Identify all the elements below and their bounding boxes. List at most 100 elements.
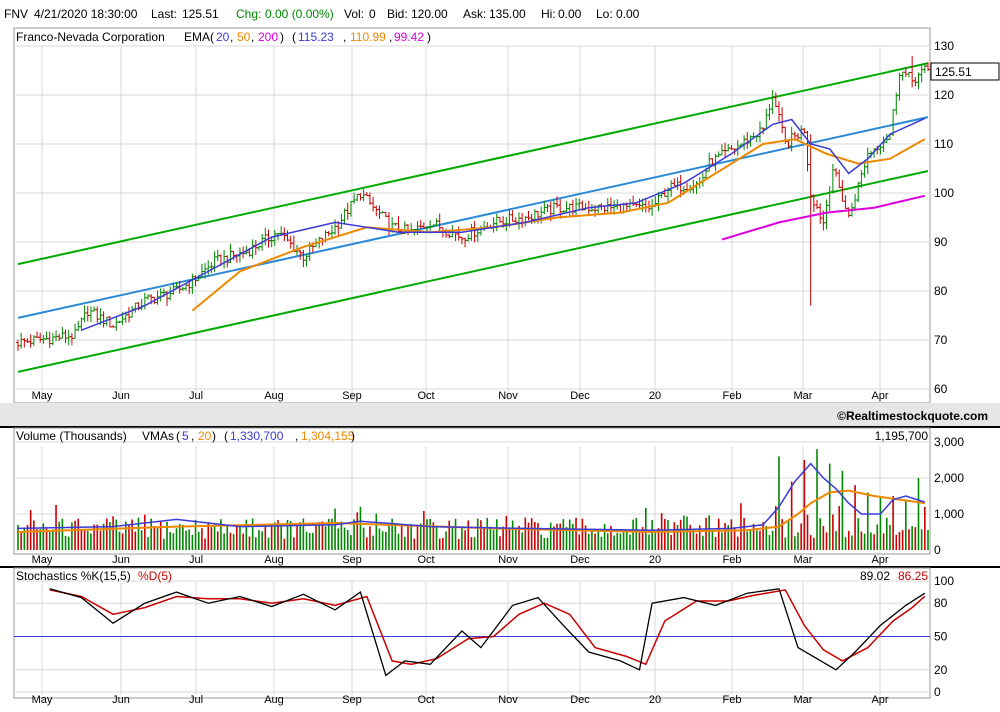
stoch-x-tick-label: May: [32, 694, 53, 706]
vma-values-close-paren: ): [351, 429, 355, 443]
volume-y-tick-label: 1,000: [934, 507, 964, 521]
stochastics-layer: [14, 588, 930, 677]
volume-current: 1,195,700: [875, 429, 929, 443]
vma-values-open-paren: (: [224, 429, 228, 443]
price-y-tick-label: 70: [934, 333, 948, 347]
ema20-line: [81, 117, 926, 331]
quote-header: FNV 4/21/2020 18:30:00 Last: 125.51 Chg:…: [4, 7, 640, 21]
ema-comma-1: ,: [230, 30, 233, 44]
stoch-x-tick-label: Dec: [570, 694, 590, 706]
ema-values-comma-1: ,: [343, 30, 346, 44]
vma5-value: 1,330,700: [230, 429, 284, 443]
stoch-d-value: 86.25: [898, 569, 928, 583]
ema20-value: 115.23: [298, 30, 334, 44]
volume-y-tick-label: 2,000: [934, 471, 964, 485]
last-price-badge: 125.51: [930, 62, 1000, 81]
stoch-legend: Stochastics %K(15,5) %D(5) 89.02 86.25: [16, 569, 928, 583]
volume-legend: Volume (Thousands) VMAs ( 5 , 20 ) ( 1,3…: [16, 429, 928, 443]
price-x-tick-label: Dec: [570, 390, 590, 402]
vma-open-paren: (: [176, 429, 180, 443]
volume-x-tick-label: Apr: [871, 554, 888, 566]
stoch-y-tick-label: 20: [934, 663, 948, 677]
ema20-period: 20: [216, 30, 230, 44]
vma-comma: ,: [191, 429, 194, 443]
stoch-y-tick-label: 0: [934, 685, 941, 699]
price-title: Franco-Nevada Corporation: [16, 30, 165, 44]
vma5-line: [17, 462, 926, 531]
vma20-line: [17, 489, 925, 534]
vma-values-comma: ,: [295, 429, 298, 443]
trend-line: [17, 116, 929, 319]
price-x-tick-label: Sep: [342, 390, 362, 402]
price-y-tick-label: 130: [934, 39, 954, 53]
stoch-x-tick-label: Jun: [112, 694, 130, 706]
ema-open-paren: (: [210, 30, 214, 44]
stoch-x-tick-label: Oct: [417, 694, 434, 706]
header-vol: 0: [369, 7, 376, 21]
price-x-tick-label: Jul: [189, 390, 203, 402]
stoch-title: Stochastics %K(15,5): [16, 569, 131, 583]
ema50-value: 110.99: [350, 30, 386, 44]
price-x-tick-label: Feb: [723, 390, 742, 402]
header-ask-label: Ask:: [463, 7, 486, 21]
price-y-tick-label: 120: [934, 88, 954, 102]
ema-comma-2: ,: [251, 30, 254, 44]
price-y-tick-label: 60: [934, 382, 948, 396]
stoch-y-tick-label: 80: [934, 596, 948, 610]
volume-x-tick-label: Aug: [264, 554, 284, 566]
stoch-k-value: 89.02: [860, 569, 890, 583]
volume-y-tick-label: 3,000: [934, 435, 964, 449]
channel-upper-line: [17, 62, 929, 266]
ema200-period: 200: [258, 30, 278, 44]
ema200-value: 99.42: [394, 30, 424, 44]
ema-label: EMA: [184, 30, 210, 44]
header-last-label: Last:: [151, 7, 177, 21]
price-x-tick-label: May: [32, 390, 53, 402]
last-price-badge-text: 125.51: [935, 65, 972, 79]
volume-x-tick-label: May: [32, 554, 53, 566]
price-x-tick-label: Oct: [417, 390, 434, 402]
volume-x-tick-label: Sep: [342, 554, 362, 566]
header-bid-label: Bid:: [387, 7, 408, 21]
volume-title: Volume (Thousands): [16, 429, 127, 443]
stoch-d-label: %D(5): [138, 569, 172, 583]
watermark: ©Realtimestockquote.com: [837, 409, 988, 423]
stoch-y-tick-label: 100: [934, 574, 954, 588]
ema200-line: [721, 194, 926, 241]
volume-x-tick-label: Dec: [570, 554, 590, 566]
price-legend: Franco-Nevada Corporation EMA ( 20 , 50 …: [16, 30, 431, 44]
header-bid: 120.00: [411, 7, 448, 21]
volume-x-tick-label: Mar: [794, 554, 813, 566]
stoch-x-tick-label: Nov: [498, 694, 518, 706]
header-datetime: 4/21/2020 18:30:00: [34, 7, 138, 21]
stoch-x-tick-label: Aug: [264, 694, 284, 706]
header-lo-label: Lo:: [596, 7, 613, 21]
price-panel-frame: [13, 27, 931, 404]
ema50-line: [191, 138, 926, 312]
price-x-tick-label: Mar: [794, 390, 813, 402]
ema-close-paren: ): [280, 30, 284, 44]
price-x-tick-label: Apr: [871, 390, 888, 402]
last-price-badge-box: [930, 62, 1000, 81]
header-hi-label: Hi:: [541, 7, 556, 21]
volume-y-tick-label: 0: [934, 543, 941, 557]
volume-x-tick-label: Jun: [112, 554, 130, 566]
volume-layer: [17, 449, 929, 550]
header-vol-label: Vol:: [344, 7, 364, 21]
grid-lines: [14, 45, 930, 695]
vma-close-paren: ): [212, 429, 216, 443]
channel-lower-line: [17, 170, 929, 373]
header-ask: 135.00: [489, 7, 526, 21]
header-hi: 0.00: [558, 7, 582, 21]
stoch-x-tick-label: 20: [649, 694, 661, 706]
vma-label: VMAs: [142, 429, 174, 443]
price-x-tick-label: 20: [649, 390, 661, 402]
header-chg: 0.00 (0.00%): [265, 7, 334, 21]
price-y-tick-label: 90: [934, 235, 948, 249]
volume-x-tick-label: 20: [649, 554, 661, 566]
price-x-tick-label: Jun: [112, 390, 130, 402]
price-footer: [0, 403, 1000, 427]
stoch-x-tick-label: Feb: [723, 694, 742, 706]
header-lo: 0.00: [616, 7, 640, 21]
